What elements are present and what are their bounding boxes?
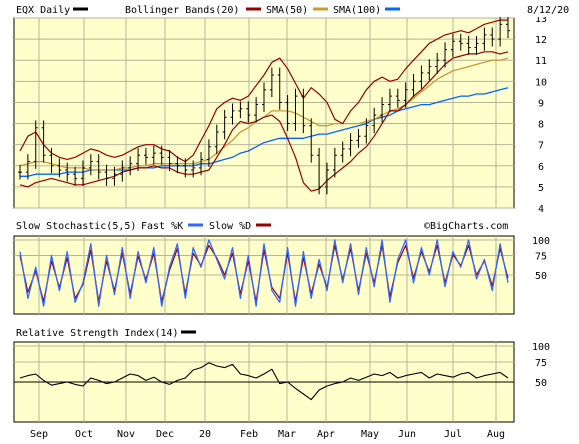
y-tick-label: 12 bbox=[535, 35, 547, 46]
legend-stochastic-label: Slow Stochastic(5,5) bbox=[16, 221, 136, 232]
bollinger-upper-line bbox=[19, 19, 508, 163]
y-tick-label: 9 bbox=[538, 98, 544, 109]
x-tick-label: Nov bbox=[117, 429, 135, 440]
legend-fastk-label: Fast %K bbox=[141, 221, 183, 232]
y-tick-label: 100 bbox=[532, 236, 550, 247]
watermark: ©BigCharts.com bbox=[424, 221, 508, 232]
x-tick-label: May bbox=[361, 429, 379, 440]
y-tick-label: 75 bbox=[535, 252, 547, 263]
y-tick-label: 8 bbox=[538, 120, 544, 131]
rsi-header-background bbox=[0, 322, 579, 340]
x-tick-label: 20 bbox=[199, 429, 211, 440]
y-tick-label: 13 bbox=[535, 14, 547, 25]
rsi-legend: Relative Strength Index(14) bbox=[16, 328, 196, 339]
legend-bar-background bbox=[0, 0, 579, 17]
bollinger-lower-line bbox=[19, 51, 509, 192]
stochastic-header-background bbox=[0, 215, 579, 234]
y-tick-label: 50 bbox=[535, 378, 547, 389]
y-tick-label: 50 bbox=[535, 271, 547, 282]
price-panel-plot bbox=[13, 17, 515, 209]
x-tick-label: Jun bbox=[398, 429, 416, 440]
y-tick-label: 100 bbox=[532, 342, 550, 353]
rsi-line bbox=[19, 362, 509, 401]
x-tick-label: Apr bbox=[317, 429, 335, 440]
y-tick-label: 4 bbox=[538, 204, 544, 215]
x-tick-label: Sep bbox=[30, 429, 48, 440]
legend-sma100-label: SMA(100) bbox=[333, 5, 381, 16]
x-tick-label: Jul bbox=[444, 429, 462, 440]
x-tick-label: Oct bbox=[75, 429, 93, 440]
y-tick-label: 6 bbox=[538, 162, 544, 173]
x-tick-label: Aug bbox=[487, 429, 505, 440]
y-tick-label: 75 bbox=[535, 358, 547, 369]
x-tick-label: Dec bbox=[156, 429, 174, 440]
legend-eqx-label: EQX Daily bbox=[16, 5, 70, 16]
stochastic-legend: Slow Stochastic(5,5) Fast %K Slow %D bbox=[16, 221, 271, 232]
marks-layer bbox=[14, 16, 514, 401]
legend-sma50-label: SMA(50) bbox=[266, 5, 308, 16]
legend-rsi-label: Relative Strength Index(14) bbox=[16, 328, 179, 339]
legend-slowd-label: Slow %D bbox=[209, 221, 251, 232]
y-tick-label: 11 bbox=[535, 56, 547, 67]
y-tick-label: 7 bbox=[538, 141, 544, 152]
x-tick-label: Mar bbox=[278, 429, 296, 440]
labels-layer: Sep Oct Nov Dec 20 Feb Mar Apr May Jun Jul Aug 4 5 6 7 8… bbox=[30, 14, 550, 440]
price-legend: EQX Daily Bollinger Bands(20) SMA(50) SM… bbox=[16, 5, 400, 16]
x-tick-label: Feb bbox=[240, 429, 258, 440]
y-tick-label: 10 bbox=[535, 77, 547, 88]
fast-k-line bbox=[19, 239, 509, 307]
chart-date: 8/12/20 bbox=[527, 5, 569, 16]
y-tick-label: 5 bbox=[538, 183, 544, 194]
legend-bollinger-label: Bollinger Bands(20) bbox=[125, 5, 239, 16]
